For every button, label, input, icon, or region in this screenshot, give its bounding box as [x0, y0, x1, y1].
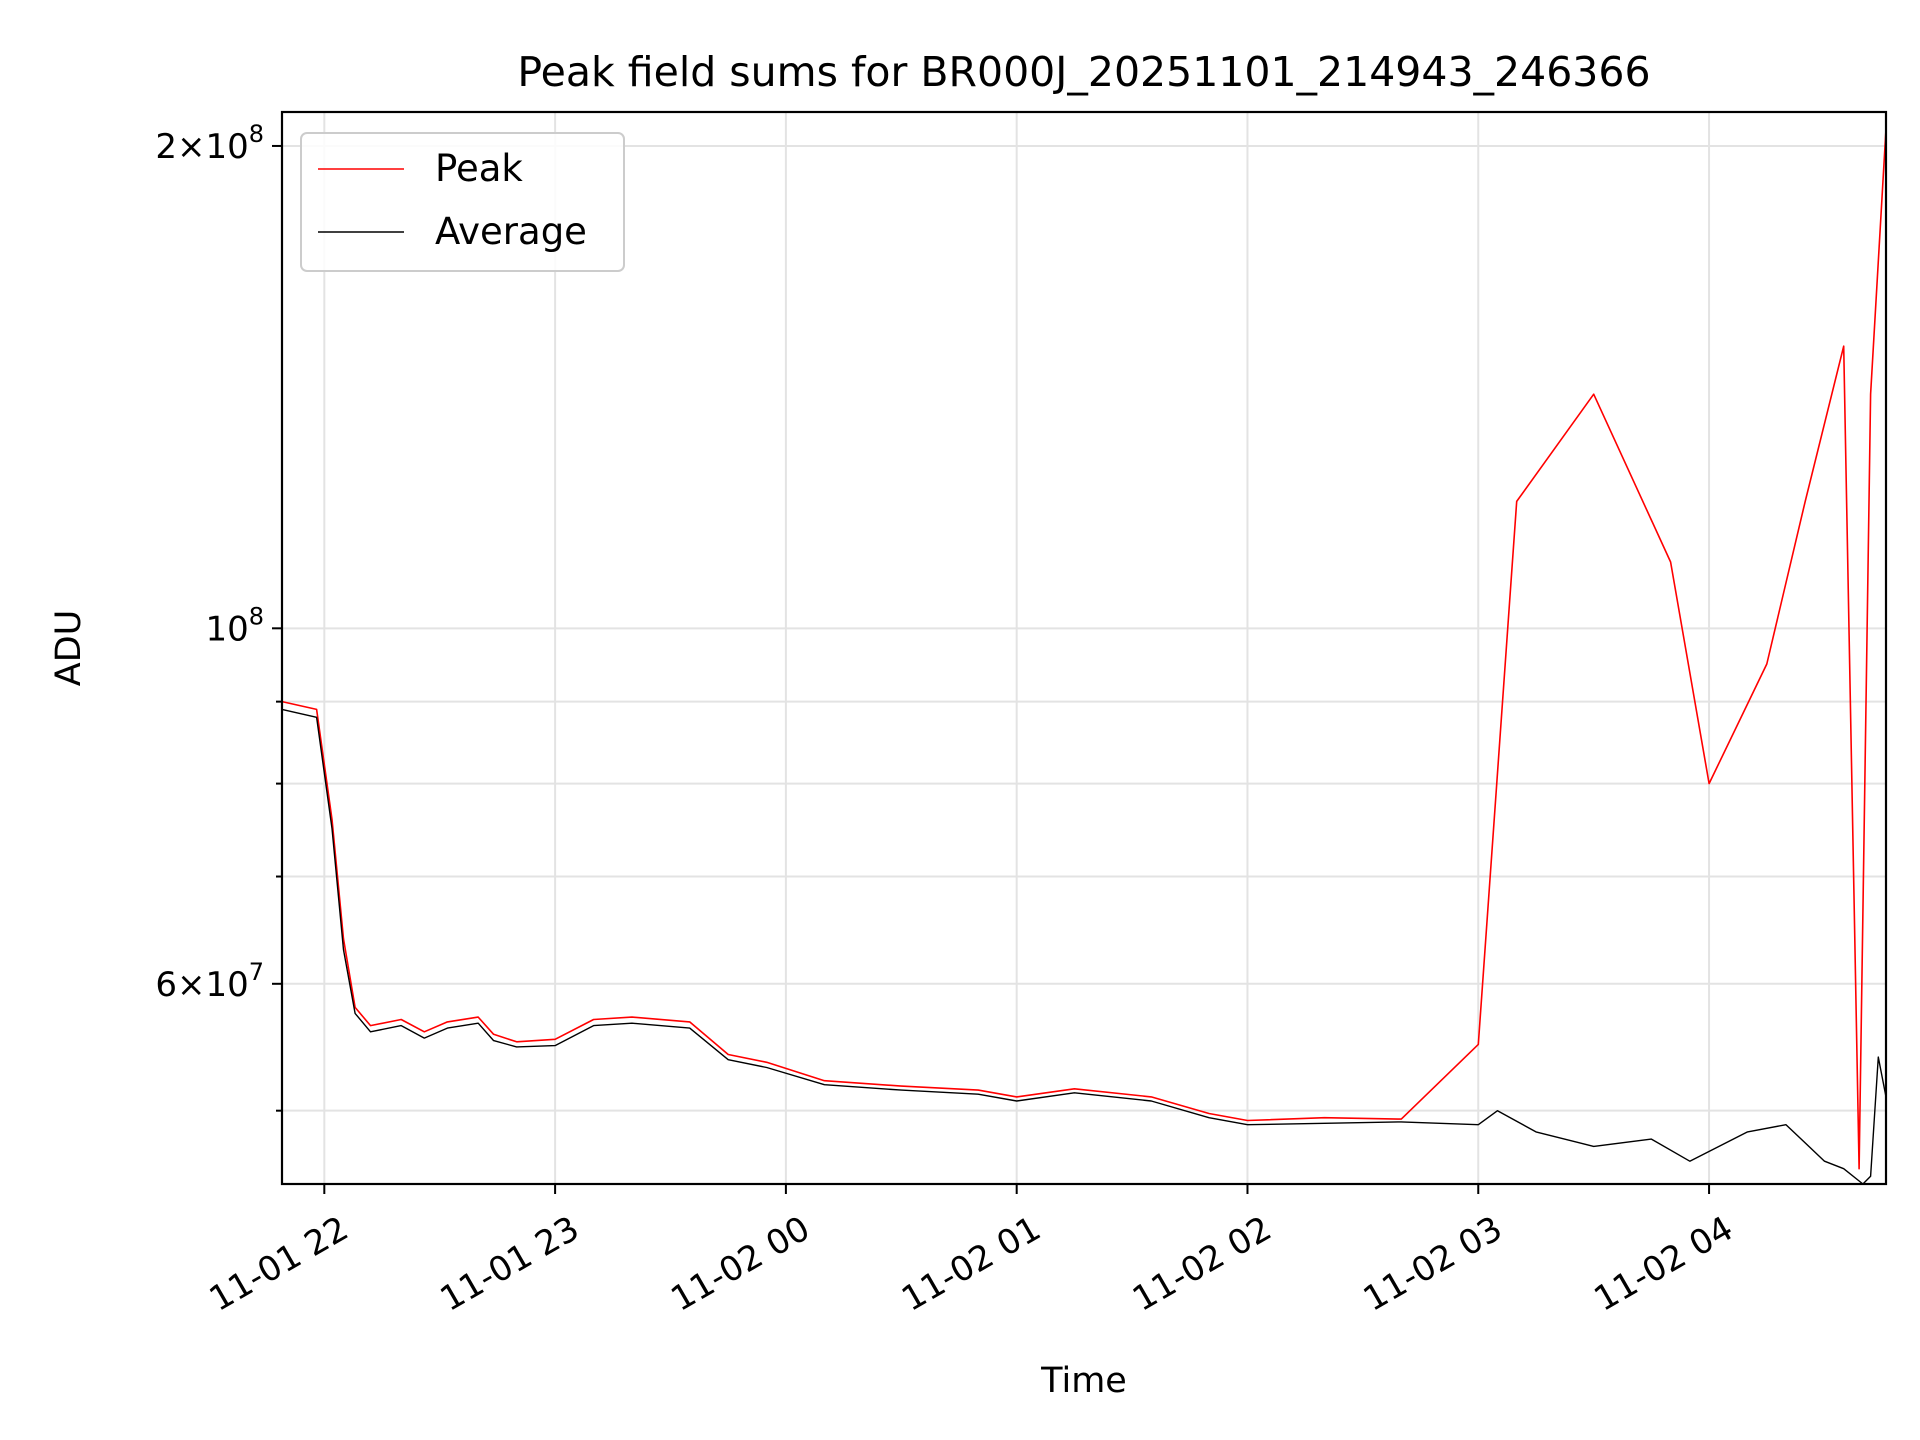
- y-axis-label: ADU: [49, 610, 89, 687]
- plot-frame: [280, 110, 1888, 1186]
- y-tick-label: 6×107: [155, 958, 264, 1005]
- grid: [282, 112, 1886, 1184]
- y-axis: 6×107 108 2×108: [155, 120, 282, 1112]
- legend-peak-label: Peak: [435, 147, 523, 190]
- legend: Peak Average: [300, 132, 625, 272]
- y-tick-label: 108: [205, 602, 264, 649]
- legend-average-label: Average: [435, 210, 587, 253]
- series-line-average: [281, 708, 1887, 1185]
- series-layer: [281, 128, 1887, 1185]
- chart-title: Peak field sums for BR000J_20251101_2149…: [517, 48, 1650, 96]
- series-line-peak: [281, 128, 1887, 1170]
- x-axis-label: Time: [1040, 1361, 1127, 1401]
- y-tick-label: 2×108: [155, 120, 264, 167]
- legend-box: [300, 132, 625, 272]
